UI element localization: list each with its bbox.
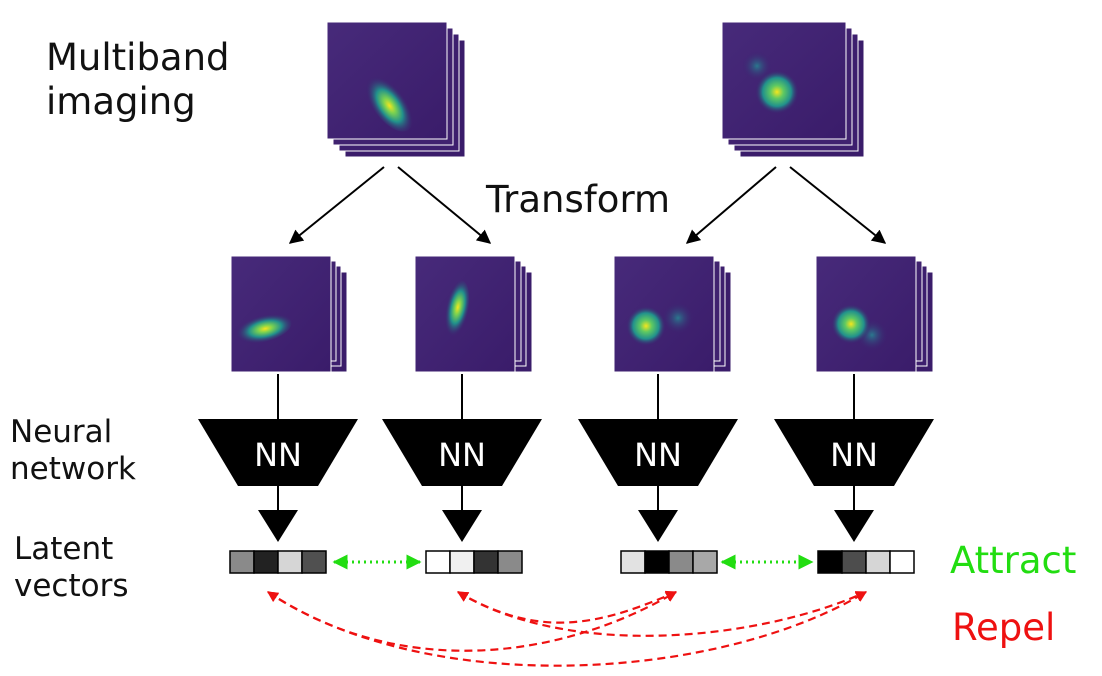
galaxy-pair-image	[626, 306, 666, 346]
nn-label: NN	[634, 436, 682, 474]
nn-label: NN	[830, 436, 878, 474]
latent-cell	[817, 550, 843, 574]
galaxy-pair-companion	[742, 51, 772, 81]
augmented-image-stack-4	[815, 255, 934, 373]
transform-arrow-1a	[288, 166, 385, 244]
transform-label: Transform	[486, 178, 671, 221]
source-image-stack-2	[721, 21, 865, 158]
repel-legend-label: Repel	[952, 606, 1056, 649]
repel-arrow-1-3	[267, 591, 677, 652]
augmented-image-stack-2	[414, 255, 533, 373]
latent-cell	[425, 550, 451, 574]
nn-label: NN	[438, 436, 486, 474]
repel-arrow-2-4	[457, 590, 868, 637]
attract-legend-label: Attract	[950, 539, 1077, 582]
repel-arrows	[267, 590, 868, 667]
transform-arrow-1b	[397, 166, 492, 244]
latent-vector-4	[817, 550, 915, 574]
nn-label: NN	[254, 436, 302, 474]
augmented-image-stack-1	[230, 255, 348, 373]
transform-arrow-2b	[789, 166, 887, 244]
galaxy-pair-companion	[662, 302, 694, 334]
transform-arrow-2a	[685, 166, 777, 244]
galaxy-vertical-image	[442, 280, 470, 340]
nn-block-1: NN	[198, 419, 358, 486]
latent-vector-3	[620, 550, 718, 574]
latent-vectors	[229, 550, 915, 574]
latent-cell	[449, 550, 475, 574]
latent-vector-1	[229, 550, 327, 574]
latent-cell	[253, 550, 279, 574]
repel-arrow-1-4	[267, 591, 867, 667]
latent-cell	[889, 550, 915, 574]
latent-cell	[229, 550, 255, 574]
nn-block-4: NN	[774, 419, 934, 486]
neural-network-label: Neural network	[10, 414, 136, 487]
latent-cell	[497, 550, 523, 574]
latent-cell	[865, 550, 891, 574]
nn-to-latent-arrows	[258, 486, 874, 542]
latent-cell	[277, 550, 303, 574]
latent-cell	[473, 550, 499, 574]
source-image-stack-1	[326, 21, 466, 158]
latent-cell	[644, 550, 670, 574]
repel-arrow-2-3	[457, 590, 678, 624]
multiband-imaging-label: Multiband imaging	[46, 36, 230, 123]
galaxy-elongated-image	[365, 72, 413, 132]
latent-cell	[668, 550, 694, 574]
galaxy-rotated-image	[232, 312, 292, 344]
augmented-image-stack-3	[613, 255, 732, 373]
latent-vectors-label: Latent vectors	[14, 531, 129, 604]
transform-arrows	[288, 166, 887, 244]
nn-block-2: NN	[382, 419, 542, 486]
latent-vector-2	[425, 550, 523, 574]
galaxy-pair-image	[831, 304, 871, 344]
latent-cell	[620, 550, 646, 574]
galaxy-pair-image	[755, 70, 799, 114]
image-to-nn-lines	[277, 374, 855, 420]
latent-cell	[692, 550, 718, 574]
latent-cell	[301, 550, 327, 574]
latent-cell	[841, 550, 867, 574]
nn-block-3: NN	[578, 419, 738, 486]
